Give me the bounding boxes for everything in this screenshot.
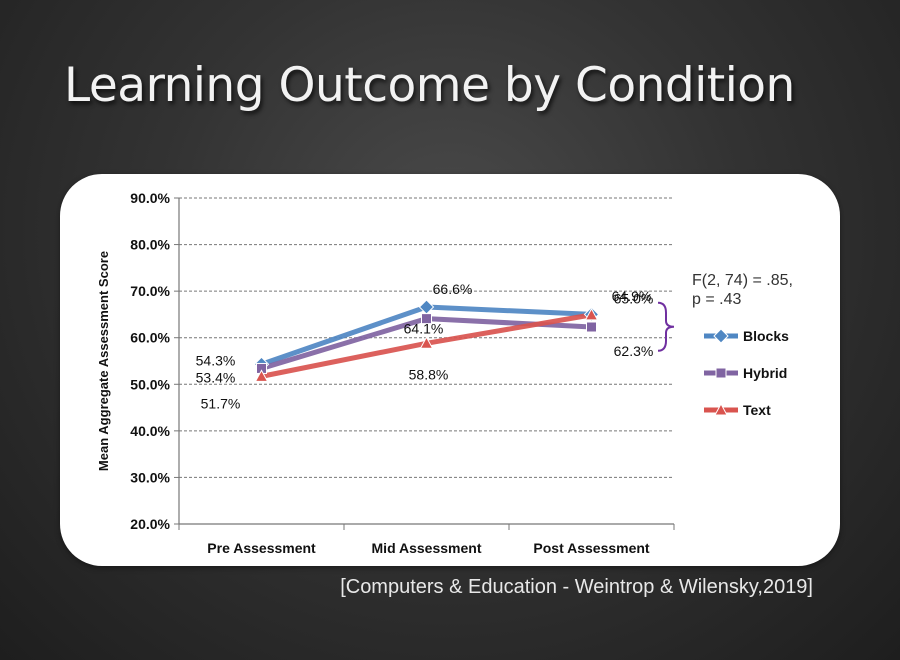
legend-label-hybrid: Hybrid: [743, 365, 787, 381]
x-tick-label: Post Assessment: [533, 540, 650, 556]
data-label-hybrid: 53.4%: [196, 369, 236, 385]
citation: [Computers & Education - Weintrop & Wile…: [340, 576, 813, 598]
data-label-text: 64.9%: [612, 288, 652, 304]
slide-title: Learning Outcome by Condition: [64, 58, 795, 113]
data-point-text: [419, 336, 434, 349]
data-point-text: [254, 369, 269, 382]
y-tick-label: 60.0%: [130, 330, 170, 346]
data-point-hybrid: [421, 313, 432, 325]
data-label-text: 51.7%: [201, 395, 241, 411]
data-label-hybrid: 62.3%: [614, 343, 654, 359]
annotation-text: F(2, 74) = .85,: [692, 272, 793, 289]
x-tick-label: Pre Assessment: [207, 540, 316, 556]
data-label-blocks: 54.3%: [196, 352, 236, 368]
legend-marker-hybrid: [715, 367, 727, 379]
y-tick-label: 70.0%: [130, 283, 170, 299]
y-tick-label: 40.0%: [130, 423, 170, 439]
line-chart: 20.0% 30.0% 40.0% 50.0% 60.0% 70.0% 80.0% 90.0%…: [96, 190, 793, 556]
y-tick-label: 50.0%: [130, 376, 170, 392]
data-label-blocks: 65.0%: [614, 290, 654, 306]
y-axis-title: Mean Aggregate Assessment Score: [96, 251, 111, 471]
legend-marker-text: [714, 402, 728, 416]
annotation-text: p = .43: [692, 291, 741, 308]
legend-marker-blocks: [713, 328, 729, 344]
x-tick-label: Mid Assessment: [372, 540, 482, 556]
data-label-blocks: 66.6%: [433, 281, 473, 297]
data-point-blocks: [418, 299, 435, 315]
legend-label-text: Text: [743, 402, 771, 418]
y-tick-label: 30.0%: [130, 469, 170, 485]
legend-label-blocks: Blocks: [743, 328, 789, 344]
y-tick-label: 90.0%: [130, 190, 170, 206]
y-tick-label: 20.0%: [130, 516, 170, 532]
data-point-text: [584, 307, 599, 321]
chart-card: 20.0% 30.0% 40.0% 50.0% 60.0% 70.0% 80.0% 90.0%…: [60, 174, 840, 566]
data-label-hybrid: 64.1%: [404, 321, 444, 337]
y-tick-label: 80.0%: [130, 237, 170, 253]
significance-bracket: [657, 301, 675, 352]
data-label-text: 58.8%: [409, 366, 449, 382]
data-point-hybrid: [586, 321, 597, 333]
